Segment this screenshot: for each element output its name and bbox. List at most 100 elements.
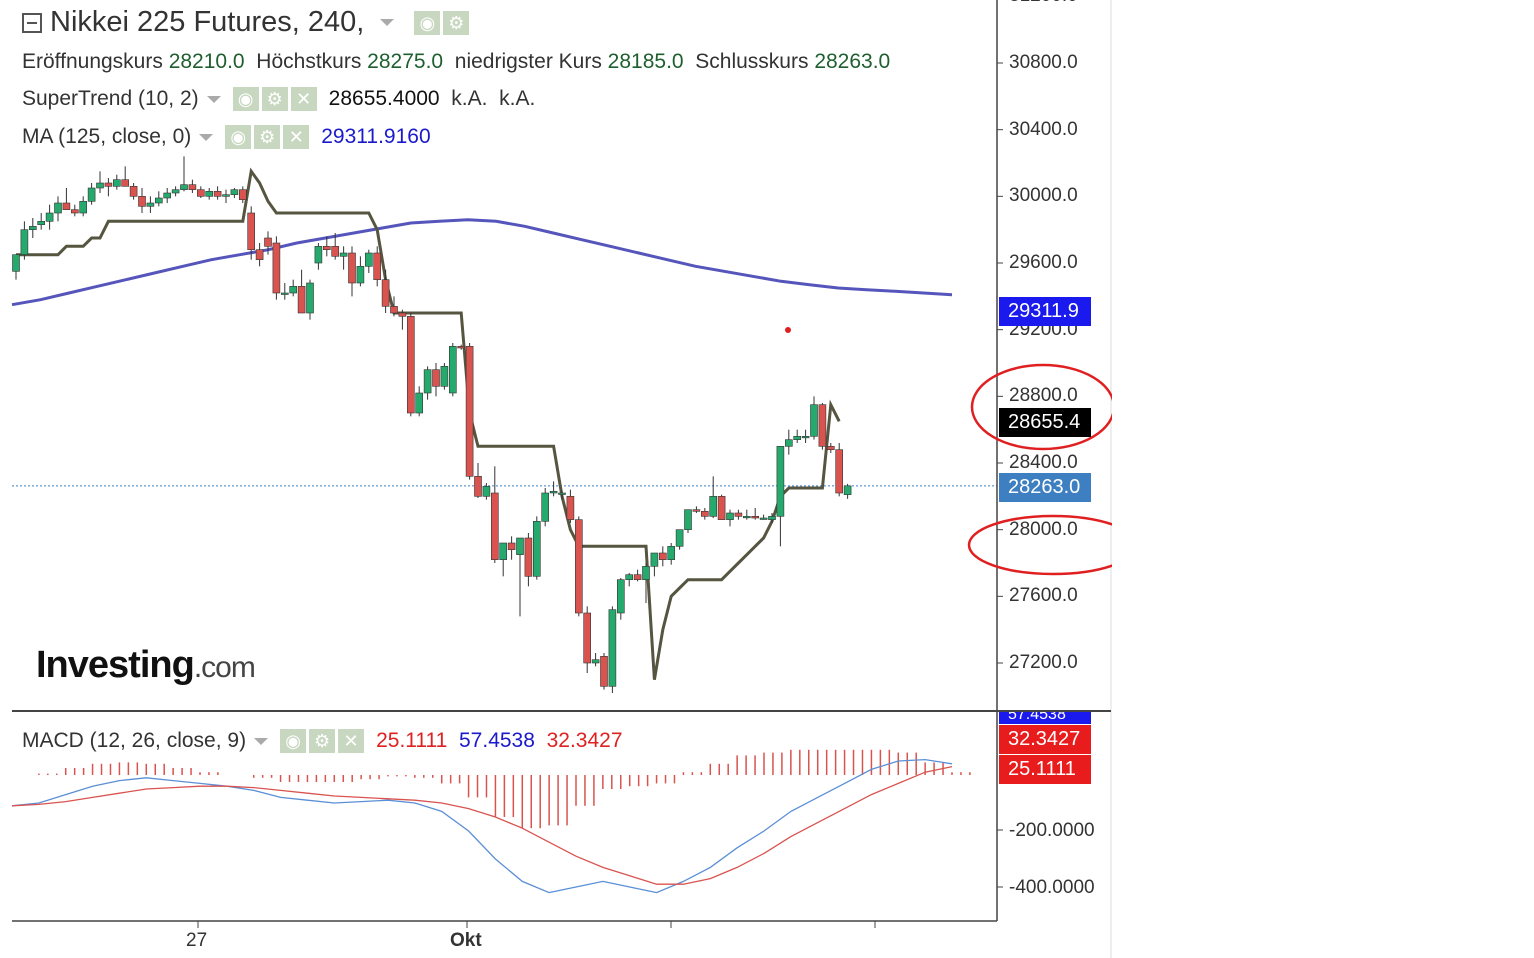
- macd-tick-label: -400.0000: [1009, 877, 1095, 898]
- macd-tick-label: -200.0000: [1009, 820, 1095, 841]
- candle-body: [239, 189, 247, 200]
- supertrend-path: [16, 167, 841, 680]
- gear-icon[interactable]: ⚙: [443, 10, 470, 35]
- x-tick-label: 27: [186, 930, 208, 951]
- candle-body: [507, 542, 516, 550]
- candle-body: [121, 179, 129, 187]
- candle-body: [726, 512, 734, 520]
- gear-icon[interactable]: ⚙: [254, 125, 281, 149]
- eye-icon[interactable]: ◉: [232, 87, 259, 111]
- candle-body: [222, 194, 230, 197]
- macd-signal-line: [11, 765, 953, 885]
- macd-signal-tag: 32.3427: [999, 725, 1091, 754]
- candle-body: [490, 492, 499, 560]
- macd-legend: MACD (12, 26, close, 9) ◉ ⚙ ✕ 25.1111 57.4…: [22, 729, 623, 753]
- chevron-down-icon[interactable]: [206, 95, 221, 103]
- candle-body: [717, 496, 726, 520]
- close-icon[interactable]: ✕: [283, 125, 310, 149]
- candle-body: [633, 574, 642, 580]
- gear-icon[interactable]: ⚙: [309, 729, 336, 753]
- candle-body: [289, 286, 298, 294]
- gear-icon[interactable]: ⚙: [261, 87, 288, 111]
- candle-body: [197, 189, 205, 197]
- candle-body: [373, 252, 382, 280]
- candle-body: [616, 579, 625, 614]
- chevron-down-icon[interactable]: [380, 19, 395, 26]
- candle-body: [432, 369, 440, 387]
- supertrend-extra2: k.A.: [499, 87, 536, 110]
- low-value: 28185.0: [607, 50, 684, 73]
- candle-body: [583, 612, 592, 664]
- macd-line: [11, 758, 953, 894]
- candle-body: [45, 212, 54, 222]
- candle-body: [62, 202, 71, 210]
- candle-body: [280, 292, 289, 295]
- ma-controls: ◉ ⚙ ✕: [225, 125, 310, 149]
- collapse-icon[interactable]: [22, 12, 42, 33]
- candle-body: [398, 312, 407, 317]
- macd-label: MACD (12, 26, close, 9): [22, 729, 247, 752]
- chevron-down-icon[interactable]: [254, 737, 269, 745]
- high-label: Höchstkurs: [256, 50, 362, 73]
- candle-body: [793, 436, 802, 440]
- candle-body: [322, 246, 331, 250]
- close-icon[interactable]: ✕: [338, 729, 365, 753]
- price-tick-label: 31200.0: [1009, 0, 1078, 7]
- candle-body: [381, 279, 390, 307]
- candle-body: [297, 286, 306, 314]
- candle-body: [574, 519, 583, 614]
- candle-body: [79, 201, 87, 214]
- candle-body: [113, 179, 121, 187]
- eye-icon[interactable]: ◉: [280, 729, 307, 753]
- macd-layer: [11, 749, 971, 894]
- chevron-down-icon[interactable]: [199, 133, 214, 141]
- macd-value-2: 57.4538: [459, 729, 535, 752]
- candle-body: [742, 516, 751, 519]
- eye-icon[interactable]: ◉: [414, 10, 441, 35]
- low-label: niedrigster Kurs: [454, 50, 602, 73]
- candle-body: [650, 552, 659, 567]
- candle-body: [532, 521, 541, 577]
- candle-body: [180, 184, 188, 190]
- candle-body: [129, 186, 138, 197]
- supertrend-extra1: k.A.: [451, 87, 488, 110]
- price-tick-label: 30400.0: [1009, 118, 1078, 140]
- eye-icon[interactable]: ◉: [225, 125, 252, 149]
- candle-body: [516, 537, 524, 555]
- candle-body: [499, 542, 508, 560]
- candle-body: [558, 492, 566, 495]
- marker-dot: [785, 327, 791, 333]
- candle-body: [692, 509, 701, 512]
- ma-legend: MA (125, close, 0) ◉ ⚙ ✕ 29311.9160: [22, 125, 431, 149]
- candle-body: [188, 184, 197, 190]
- supertrend-value: 28655.4000: [328, 87, 440, 110]
- candle-body: [524, 537, 533, 577]
- logo-brand: Investing: [36, 644, 195, 686]
- candle-body: [213, 191, 222, 197]
- candle-body: [406, 316, 415, 414]
- supertrend-label: SuperTrend (10, 2): [22, 87, 199, 110]
- candle-body: [642, 566, 650, 580]
- empty-side-area: [1112, 0, 1534, 958]
- price-tick-label: 30800.0: [1009, 52, 1078, 73]
- candle-body: [247, 212, 255, 250]
- candle-body: [87, 187, 96, 202]
- price-tick-label: 27200.0: [1009, 652, 1078, 673]
- close-label: Schlusskurs: [695, 50, 809, 73]
- candle-body: [163, 192, 171, 199]
- candle-body: [423, 369, 432, 394]
- close-value: 28263.0: [814, 50, 891, 73]
- candle-body: [541, 492, 550, 522]
- candle-body: [625, 574, 634, 580]
- close-icon[interactable]: ✕: [290, 87, 317, 111]
- price-tick-label: 29600.0: [1009, 252, 1078, 273]
- candle-body: [272, 242, 281, 294]
- macd-controls: ◉ ⚙ ✕: [280, 729, 365, 753]
- candle-body: [255, 249, 264, 260]
- candle-body: [457, 346, 466, 349]
- open-value: 28210.0: [168, 50, 245, 73]
- candle-body: [776, 446, 785, 517]
- price-tick-label: 28800.0: [1009, 385, 1078, 407]
- candle-body: [28, 226, 37, 230]
- candle-body: [658, 552, 667, 560]
